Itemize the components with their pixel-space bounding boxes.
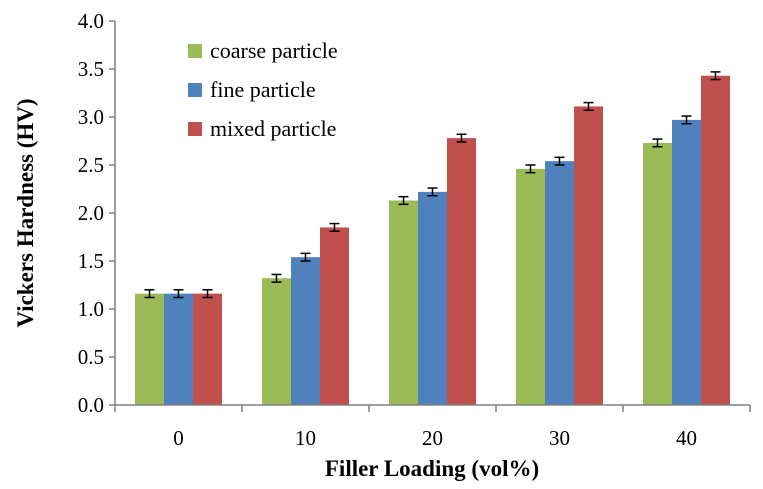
bar-fine-particle bbox=[164, 293, 193, 405]
legend-label: fine particle bbox=[210, 77, 316, 102]
x-tick-label: 0 bbox=[173, 426, 184, 450]
bar-mixed-particle bbox=[574, 106, 603, 405]
legend-swatch bbox=[188, 122, 202, 136]
bar-coarse-particle bbox=[135, 293, 164, 405]
legend-label: coarse particle bbox=[210, 38, 338, 63]
bar-coarse-particle bbox=[643, 142, 672, 406]
y-tick-label: 1.5 bbox=[78, 249, 104, 273]
y-tick-label: 3.0 bbox=[78, 105, 104, 129]
y-tick-label: 0.5 bbox=[78, 345, 104, 369]
bar-mixed-particle bbox=[320, 227, 349, 405]
y-tick-label: 4.0 bbox=[78, 9, 104, 33]
x-tick-label: 40 bbox=[676, 426, 697, 450]
bar-coarse-particle bbox=[262, 278, 291, 405]
bar-fine-particle bbox=[291, 257, 320, 405]
tick-labels-group: 0.0 0.5 1.0 1.5 2.0 2.5 3.0 3.5 4.0 0 10 20 30 40 bbox=[78, 9, 697, 450]
y-tick-label: 3.5 bbox=[78, 57, 104, 81]
legend-label: mixed particle bbox=[210, 116, 336, 141]
x-tick-label: 10 bbox=[295, 426, 316, 450]
legend-swatch bbox=[188, 44, 202, 58]
bar-fine-particle bbox=[672, 119, 701, 405]
bar-coarse-particle bbox=[516, 168, 545, 405]
bar-coarse-particle bbox=[389, 200, 418, 405]
y-tick-label: 0.0 bbox=[78, 393, 104, 417]
bars-group bbox=[135, 75, 730, 406]
y-tick-label: 2.5 bbox=[78, 153, 104, 177]
bar-fine-particle bbox=[418, 191, 447, 405]
y-tick-label: 2.0 bbox=[78, 201, 104, 225]
bar-mixed-particle bbox=[701, 75, 730, 405]
x-tick-label: 20 bbox=[422, 426, 443, 450]
bar-mixed-particle bbox=[193, 293, 222, 405]
x-axis-title: Filler Loading (vol%) bbox=[325, 456, 539, 481]
bar-fine-particle bbox=[545, 161, 574, 405]
error-bars-group bbox=[144, 71, 721, 299]
legend-swatch bbox=[188, 83, 202, 97]
y-axis-title: Vickers Hardness (HV) bbox=[13, 98, 38, 327]
axes-group bbox=[109, 20, 751, 412]
bar-mixed-particle bbox=[447, 138, 476, 405]
x-tick-label: 30 bbox=[549, 426, 570, 450]
legend: coarse particle fine particle mixed partic… bbox=[188, 38, 338, 141]
y-tick-label: 1.0 bbox=[78, 297, 104, 321]
